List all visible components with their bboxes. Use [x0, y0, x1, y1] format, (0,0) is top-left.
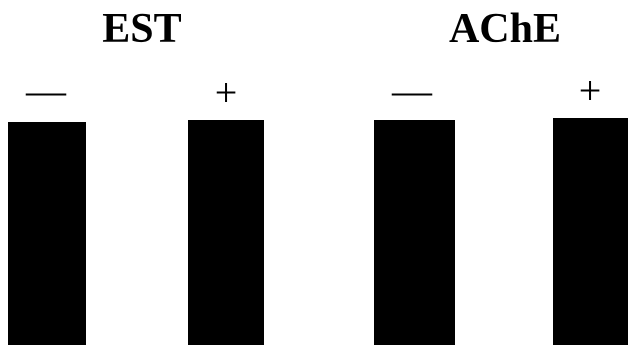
lane-label: + [215, 70, 238, 115]
gel-band [374, 120, 455, 345]
lane-label: — [391, 68, 433, 113]
gel-band [188, 120, 264, 345]
gel-figure: EST AChE — + — + [0, 0, 628, 345]
gel-band [8, 122, 86, 345]
panel-title: EST [102, 6, 181, 52]
gel-band [553, 118, 628, 345]
panel-title: AChE [449, 6, 561, 52]
lane-label: — [25, 68, 67, 113]
lane-label: + [579, 68, 602, 113]
